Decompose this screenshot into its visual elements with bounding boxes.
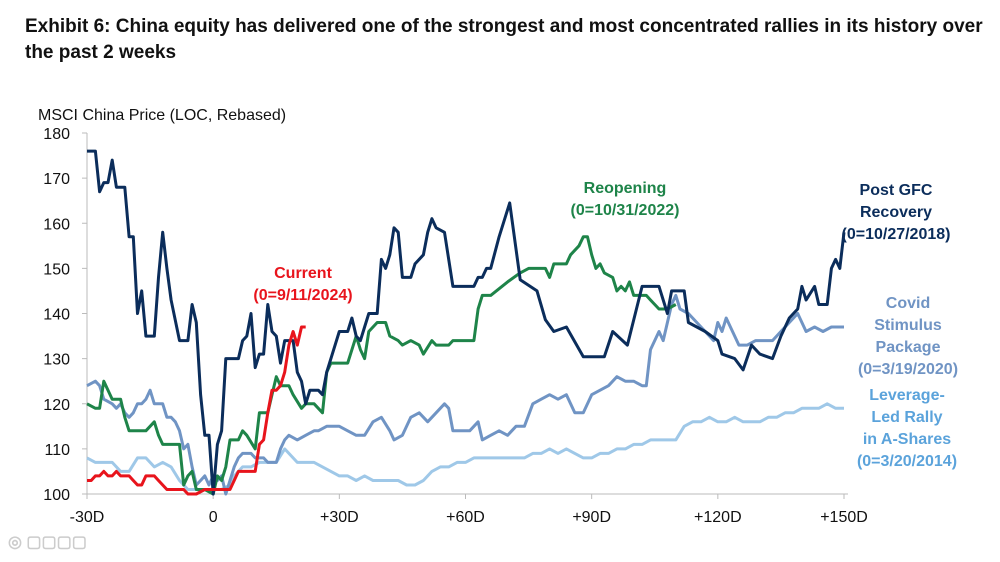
series-label: Reopening bbox=[584, 180, 667, 197]
series-line-leverage-led-rally-in-a-shares bbox=[86, 402, 844, 491]
y-axis-label: MSCI China Price (LOC, Rebased) bbox=[38, 107, 286, 124]
series-label: Package bbox=[876, 339, 941, 356]
series-label: (0=10/31/2022) bbox=[571, 202, 680, 219]
watermark-logo: ◎ ▢▢▢▢ bbox=[8, 534, 87, 551]
y-tick-label: 140 bbox=[43, 307, 70, 324]
series-label: (0=9/11/2024) bbox=[253, 287, 352, 304]
x-tick-label: 0 bbox=[209, 509, 218, 526]
y-tick-label: 120 bbox=[43, 397, 70, 414]
series-label: (0=10/27/2018) bbox=[842, 226, 951, 243]
series-label: (0=3/19/2020) bbox=[858, 361, 958, 378]
x-tick-label: +150D bbox=[820, 509, 868, 526]
series-label: Covid bbox=[886, 295, 930, 312]
series-line-covid-stimulus-package bbox=[86, 293, 844, 496]
series-label: Current bbox=[274, 265, 332, 282]
series-line-reopening bbox=[86, 235, 677, 496]
series-label: Recovery bbox=[860, 204, 932, 221]
series-label: Led Rally bbox=[871, 409, 942, 426]
x-tick-label: +120D bbox=[694, 509, 742, 526]
x-tick-label: -30D bbox=[70, 509, 105, 526]
y-tick-label: 150 bbox=[43, 261, 70, 278]
y-tick-label: 100 bbox=[43, 487, 70, 504]
y-tick-label: 110 bbox=[44, 442, 70, 459]
x-tick-label: +60D bbox=[446, 509, 485, 526]
series-line-post-gfc-recovery bbox=[87, 149, 846, 496]
series-label: Post GFC bbox=[860, 182, 933, 199]
y-tick-label: 170 bbox=[43, 171, 70, 188]
series-label: (0=3/20/2014) bbox=[857, 453, 957, 470]
x-tick-label: +30D bbox=[320, 509, 359, 526]
series-label: Stimulus bbox=[874, 317, 942, 334]
y-tick-label: 130 bbox=[43, 352, 70, 369]
series-line-current bbox=[87, 325, 306, 496]
y-tick-label: 180 bbox=[43, 126, 70, 143]
series-label: Leverage- bbox=[869, 387, 945, 404]
series-label: in A-Shares bbox=[863, 431, 951, 448]
x-tick-label: +90D bbox=[572, 509, 611, 526]
y-tick-label: 160 bbox=[43, 216, 70, 233]
chart-title: Exhibit 6: China equity has delivered on… bbox=[25, 16, 983, 63]
